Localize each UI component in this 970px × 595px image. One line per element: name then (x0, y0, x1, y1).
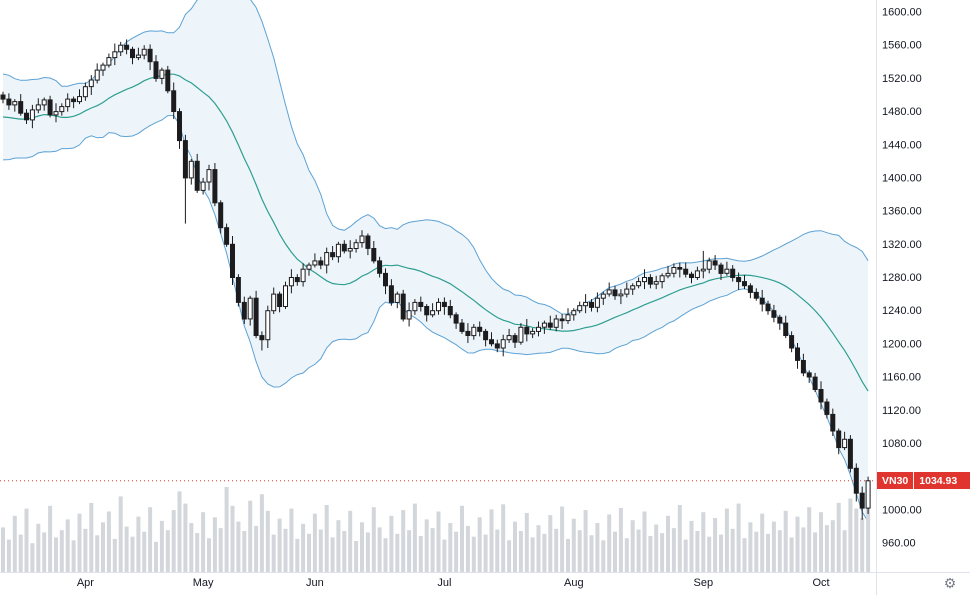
settings-gear-icon[interactable]: ⚙ (939, 574, 961, 592)
time-tick-label: Aug (564, 577, 584, 589)
price-tick-label: 1200.00 (882, 338, 922, 350)
candles (0, 39, 871, 520)
time-tick-label: May (193, 577, 214, 589)
price-tick-label: 1520.00 (882, 73, 922, 85)
time-tick-label: Oct (812, 577, 829, 589)
price-tick-label: 1360.00 (882, 206, 922, 218)
price-tick-label: 1160.00 (882, 372, 921, 384)
time-axis[interactable]: Apr May Jun Jul Aug Sep Oct (77, 577, 830, 589)
price-tick-label: 960.00 (882, 538, 916, 550)
bollinger-upper-line (2, 0, 869, 315)
time-tick-label: Jul (437, 577, 451, 589)
last-price-badge[interactable]: VN30 1034.93 (877, 472, 970, 489)
price-tick-label: 1560.00 (882, 40, 922, 52)
time-tick-label: Apr (77, 577, 94, 589)
price-tick-label: 1000.00 (882, 504, 922, 516)
price-tick-label: 1280.00 (882, 272, 922, 284)
price-tick-label: 1240.00 (882, 305, 922, 317)
plot-area[interactable] (0, 0, 875, 572)
bollinger-fill (3, 0, 869, 522)
price-tick-label: 1120.00 (882, 405, 921, 417)
time-tick-label: Jun (306, 577, 324, 589)
symbol-label: VN30 (877, 472, 915, 489)
price-tick-label: 1600.00 (882, 7, 922, 19)
price-tick-label: 1400.00 (882, 172, 922, 184)
time-tick-label: Sep (694, 577, 714, 589)
price-tick-label: 1440.00 (882, 139, 922, 151)
price-tick-label: 1080.00 (882, 438, 922, 450)
last-price-value: 1034.93 (919, 474, 958, 487)
price-tick-label: 1480.00 (882, 106, 922, 118)
bollinger-lower-line (2, 115, 869, 522)
volume-bars (1, 487, 871, 572)
bollinger-middle-line (2, 73, 869, 392)
price-axis[interactable]: 1600.00 1560.00 1520.00 1480.00 1440.00 1400.… (882, 7, 922, 550)
price-tick-label: 1320.00 (882, 239, 922, 251)
